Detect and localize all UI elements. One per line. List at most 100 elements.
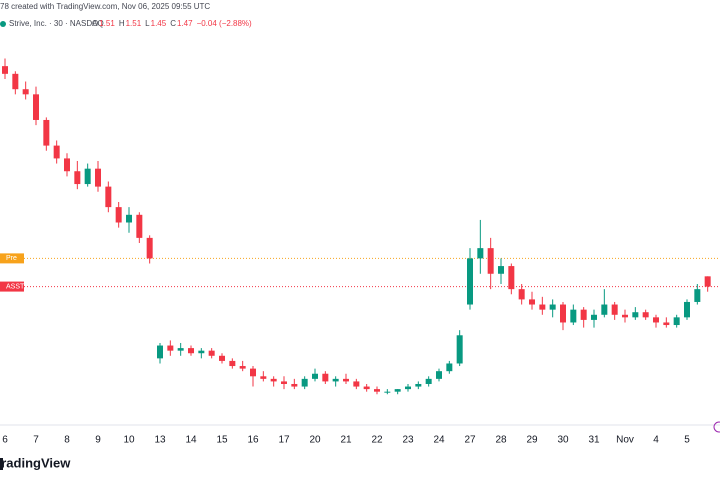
- candle-body: [694, 289, 701, 302]
- candle-body: [157, 345, 163, 359]
- candle-body: [322, 373, 329, 382]
- x-tick-label: 15: [216, 435, 228, 446]
- candle-body: [126, 214, 132, 223]
- candle-body: [611, 304, 618, 315]
- candle-body: [684, 301, 690, 318]
- candle-body: [539, 304, 546, 310]
- candle-body: [477, 248, 484, 259]
- candle-body: [198, 350, 205, 354]
- candle-body: [591, 314, 597, 320]
- symbol: Strive, Inc. · 30 · NASDAQ: [9, 19, 104, 28]
- candle-body: [580, 309, 587, 320]
- candle-body: [2, 66, 8, 74]
- candle-body: [95, 168, 101, 187]
- price-tag: [0, 281, 24, 292]
- x-tick-label: 27: [464, 435, 476, 446]
- price-tag: [0, 253, 24, 264]
- ohlc-label: L: [145, 19, 150, 28]
- candle-body: [291, 383, 298, 387]
- candle-body: [270, 378, 277, 382]
- candle-body: [508, 266, 515, 290]
- candle-body: [467, 258, 473, 305]
- candle-body: [498, 266, 504, 274]
- x-tick-label: Nov: [616, 435, 634, 446]
- candle-body: [43, 119, 50, 146]
- candle-body: [570, 309, 577, 323]
- candle-body: [281, 381, 287, 384]
- candle-body: [704, 276, 711, 287]
- candle-body: [384, 391, 391, 393]
- candle-body: [229, 360, 236, 367]
- x-tick-label: 7: [33, 435, 39, 446]
- candle-body: [622, 314, 628, 318]
- candle-body: [167, 345, 174, 351]
- x-tick-label: 24: [433, 435, 445, 446]
- candle-body: [560, 304, 566, 323]
- x-tick-label: 30: [557, 435, 569, 446]
- candle-body: [405, 386, 411, 390]
- candle-body: [188, 348, 194, 354]
- x-tick-label: 17: [278, 435, 290, 446]
- x-tick-label: 8: [64, 435, 70, 446]
- candle-body: [487, 248, 494, 274]
- candle-body: [136, 214, 143, 238]
- candle-body: [115, 207, 122, 223]
- x-tick-label: 4: [653, 435, 659, 446]
- status-dot: [0, 21, 6, 27]
- candle-body: [12, 73, 19, 90]
- x-tick-label: 31: [588, 435, 600, 446]
- candle-body: [663, 322, 670, 326]
- candle-body: [260, 376, 267, 379]
- candle-body: [53, 145, 60, 159]
- candle-body: [208, 350, 215, 356]
- ohlc-value: 1.51: [99, 19, 115, 28]
- candle-body: [301, 378, 308, 387]
- candle-body: [446, 363, 453, 372]
- candle-body: [529, 299, 535, 305]
- candle-body: [415, 383, 422, 387]
- price-tag-label: ASST: [6, 283, 25, 290]
- candle-body: [74, 171, 81, 185]
- x-tick-label: 13: [154, 435, 166, 446]
- x-tick-label: 28: [495, 435, 507, 446]
- ohlc-label: H: [119, 19, 125, 28]
- price-tag-label: Pre: [6, 255, 17, 262]
- candle-body: [332, 378, 339, 382]
- candle-body: [425, 378, 432, 384]
- x-tick-label: 16: [247, 435, 259, 446]
- x-tick-label: 23: [402, 435, 414, 446]
- candle-body: [239, 366, 246, 369]
- x-tick-label: 29: [526, 435, 538, 446]
- candle-body: [363, 386, 370, 390]
- ohlc-label: C: [170, 19, 176, 28]
- candle-body: [436, 371, 442, 379]
- candle-body: [64, 158, 70, 172]
- credit: 78 created with TradingView.com, Nov 06,…: [0, 2, 210, 11]
- ohlc-label: O: [92, 19, 98, 28]
- x-tick-label: 6: [2, 435, 8, 446]
- candle-body: [549, 304, 556, 310]
- ohlc-value: 1.45: [151, 19, 167, 28]
- x-tick-label: 22: [371, 435, 383, 446]
- x-tick-label: 21: [340, 435, 352, 446]
- candle-body: [632, 312, 639, 318]
- candle-body: [601, 304, 608, 315]
- candle-body: [653, 317, 659, 323]
- logo-icon: [0, 458, 3, 470]
- candle-body: [177, 348, 184, 351]
- candle-body: [353, 381, 360, 387]
- candle-body: [374, 389, 380, 392]
- candle-body: [343, 378, 349, 382]
- candle-body: [22, 89, 29, 95]
- x-tick-label: 9: [95, 435, 101, 446]
- candle-body: [250, 368, 256, 377]
- candle-body: [146, 237, 153, 259]
- ohlc-value: 1.51: [126, 19, 142, 28]
- candle-body: [105, 186, 112, 208]
- candle-body: [312, 373, 318, 379]
- event-marker: [713, 421, 720, 433]
- x-tick-label: 10: [123, 435, 135, 446]
- logo: TradingView: [0, 455, 71, 470]
- candle-body: [518, 289, 525, 300]
